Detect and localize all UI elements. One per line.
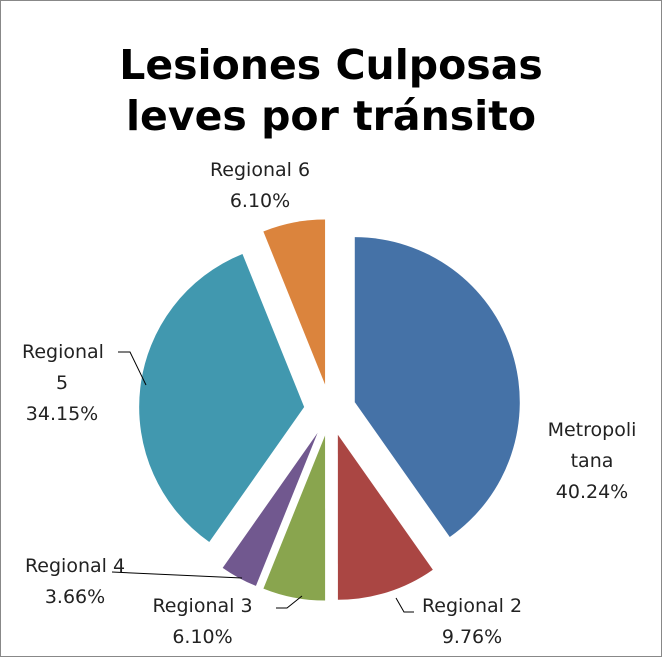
pie-slice <box>337 434 433 600</box>
slice-value: 3.66% <box>44 586 106 608</box>
data-label: Metropolitana 40.24% <box>546 415 638 508</box>
slice-name: Metropolitana <box>547 419 637 472</box>
pie-slice <box>222 432 318 586</box>
data-label: Regional 4 3.66% <box>15 551 135 613</box>
slice-value: 6.10% <box>229 190 291 212</box>
leader-line <box>111 571 243 579</box>
slice-name: Regional 3 <box>152 595 253 617</box>
slice-name: Regional 4 <box>24 555 126 577</box>
chart-title: Lesiones Culposas leves por tránsito <box>119 41 543 140</box>
pie-slice <box>263 219 326 385</box>
slice-value: 34.15% <box>25 403 99 425</box>
slice-value: 9.76% <box>441 626 503 648</box>
leader-line <box>276 595 303 609</box>
pie-slice <box>263 435 326 601</box>
leader-line <box>118 351 147 386</box>
slice-value: 6.10% <box>172 626 233 648</box>
data-label: Regional 5 34.15% <box>22 337 104 430</box>
data-label: Regional 2 9.76% <box>412 591 532 653</box>
slice-name: Regional 5 <box>22 341 104 394</box>
leader-lines <box>111 351 414 613</box>
slice-value: 40.24% <box>555 481 629 503</box>
pie-slice <box>139 253 305 542</box>
data-label: Regional 3 6.10% <box>140 591 265 653</box>
leader-line <box>395 597 414 613</box>
slice-name: Regional 6 <box>209 159 311 181</box>
data-label: Regional 6 6.10% <box>195 155 325 217</box>
slice-name: Regional 2 <box>421 595 523 617</box>
pie-slice <box>354 237 520 538</box>
